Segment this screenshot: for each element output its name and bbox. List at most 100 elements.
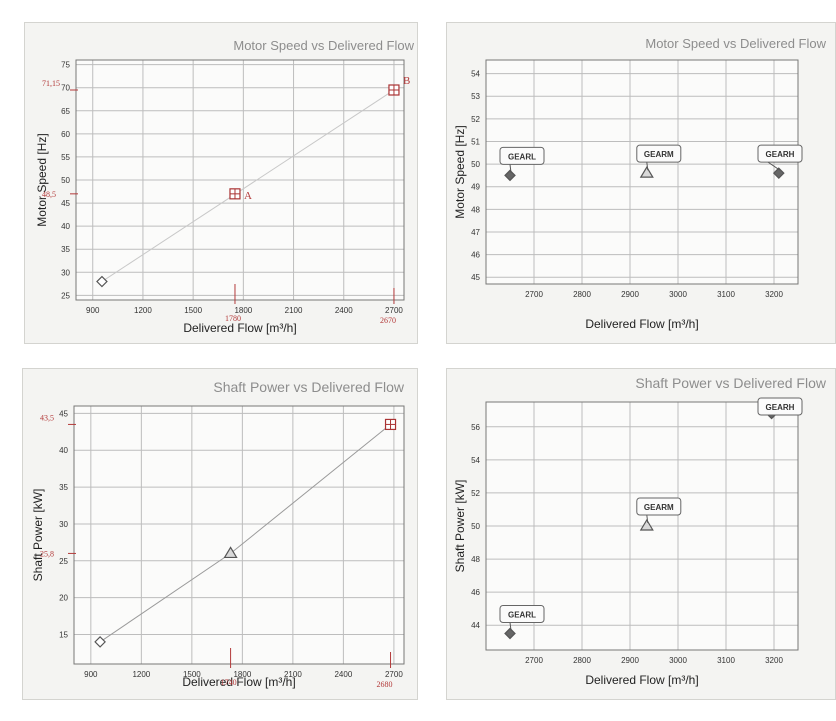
callout-gearh: GEARH bbox=[757, 144, 803, 171]
data-point-0 bbox=[504, 169, 516, 182]
y-tick-label: 25 bbox=[59, 557, 68, 566]
x-tick-label: 3000 bbox=[669, 656, 687, 665]
callout-gearm: GEARM bbox=[636, 497, 682, 524]
x-tick-label: 1800 bbox=[233, 670, 251, 679]
x-axis-label: Delivered Flow [m³/h] bbox=[585, 673, 698, 687]
callout-gearh: GEARH bbox=[757, 397, 803, 416]
x-tick-label: 3200 bbox=[765, 290, 783, 299]
callout-label: GEARM bbox=[644, 503, 674, 512]
y-tick-label: 25 bbox=[61, 291, 70, 300]
y-tick-label: 48 bbox=[471, 555, 480, 564]
handwritten-annotation: 25,8 bbox=[40, 549, 54, 558]
x-tick-label: 2700 bbox=[525, 290, 543, 299]
y-axis-label: Shaft Power [kW] bbox=[31, 489, 45, 582]
x-tick-label: 2800 bbox=[573, 290, 591, 299]
y-tick-label: 45 bbox=[471, 273, 480, 282]
x-tick-label: 2400 bbox=[335, 306, 353, 315]
y-tick-label: 52 bbox=[471, 115, 480, 124]
data-point-0 bbox=[94, 636, 106, 648]
y-tick-label: 48 bbox=[471, 205, 480, 214]
x-tick-label: 2700 bbox=[385, 306, 403, 315]
y-tick-label: 44 bbox=[471, 621, 480, 630]
handwritten-annotation: 1780 bbox=[225, 314, 241, 323]
y-tick-label: 51 bbox=[471, 137, 480, 146]
y-tick-label: 55 bbox=[61, 153, 70, 162]
y-tick-label: 20 bbox=[59, 594, 68, 603]
panel-shaft-power-2: Shaft Power vs Delivered Flow 2700 2800 290… bbox=[446, 368, 836, 700]
y-tick-label: 75 bbox=[61, 61, 70, 70]
y-tick-label: 30 bbox=[61, 268, 70, 277]
plot-area bbox=[486, 60, 798, 284]
handwritten-annotation: 2670 bbox=[380, 316, 396, 325]
chart-shaft-power-vs-flow-2: Shaft Power vs Delivered Flow 2700 2800 290… bbox=[453, 375, 827, 687]
point-label-b: B bbox=[403, 75, 410, 87]
y-tick-label: 52 bbox=[471, 489, 480, 498]
data-point-2 bbox=[384, 418, 397, 431]
x-tick-label: 2700 bbox=[525, 656, 543, 665]
x-tick-label: 1200 bbox=[132, 670, 150, 679]
callout-label: GEARM bbox=[644, 150, 674, 159]
x-axis-label: Delivered Flow [m³/h] bbox=[585, 317, 698, 331]
callout-label: GEARL bbox=[508, 610, 536, 619]
data-points bbox=[94, 418, 397, 648]
plot-frame bbox=[75, 59, 405, 301]
y-tick-label: 15 bbox=[59, 631, 68, 640]
chart-motor-speed-vs-flow-2: Motor Speed vs Delivered Flow 2700 2800 290… bbox=[453, 36, 827, 331]
x-tick-label: 2800 bbox=[573, 656, 591, 665]
x-tick-label: 1800 bbox=[234, 306, 252, 315]
y-tick-label: 35 bbox=[61, 245, 70, 254]
y-tick-label: 54 bbox=[471, 456, 480, 465]
y-axis-label: Motor Speed [Hz] bbox=[453, 125, 467, 218]
x-tick-label: 2900 bbox=[621, 656, 639, 665]
chart-title: Shaft Power vs Delivered Flow bbox=[213, 379, 405, 395]
point-label-a: A bbox=[244, 190, 252, 202]
y-tick-label: 65 bbox=[61, 107, 70, 116]
data-points bbox=[504, 165, 785, 182]
y-tick-label: 47 bbox=[471, 228, 480, 237]
chart-title: Shaft Power vs Delivered Flow bbox=[635, 375, 827, 391]
data-point-0 bbox=[504, 627, 516, 640]
y-tick-label: 53 bbox=[471, 92, 480, 101]
trend-line bbox=[101, 89, 395, 282]
panel-motor-speed-1: Motor Speed vs Delivered Flow 900 1200 1500… bbox=[24, 22, 418, 344]
x-tick-label: 3100 bbox=[717, 290, 735, 299]
y-tick-label: 35 bbox=[59, 483, 68, 492]
callout-label: GEARH bbox=[766, 403, 795, 412]
y-axis-label: Motor Speed [Hz] bbox=[35, 133, 49, 226]
y-tick-label: 45 bbox=[61, 199, 70, 208]
panel-motor-speed-2: Motor Speed vs Delivered Flow 2700 2800 290… bbox=[446, 22, 836, 344]
x-axis-label: Delivered Flow [m³/h] bbox=[183, 321, 296, 335]
x-tick-label: 1500 bbox=[183, 670, 201, 679]
x-tick-label: 2100 bbox=[284, 670, 302, 679]
data-point-1 bbox=[639, 165, 654, 178]
y-tick-label: 40 bbox=[61, 222, 70, 231]
handwritten-annotation: 71,15 bbox=[42, 79, 60, 88]
data-point-0 bbox=[96, 275, 108, 288]
y-tick-label: 50 bbox=[471, 522, 480, 531]
y-tick-label: 46 bbox=[471, 588, 480, 597]
y-tick-label: 46 bbox=[471, 251, 480, 260]
x-tick-label: 3200 bbox=[765, 656, 783, 665]
chart-title: Motor Speed vs Delivered Flow bbox=[233, 38, 414, 53]
y-tick-label: 40 bbox=[59, 446, 68, 455]
callout-gearl: GEARL bbox=[499, 604, 545, 631]
data-point-2 bbox=[388, 84, 400, 96]
handwritten-annotation: 1740 bbox=[221, 678, 237, 687]
x-tick-label: 3000 bbox=[669, 290, 687, 299]
plot-area bbox=[74, 406, 404, 664]
y-tick-label: 56 bbox=[471, 423, 480, 432]
callout-gearm: GEARM bbox=[636, 144, 682, 171]
data-point-2 bbox=[772, 167, 785, 179]
handwritten-annotation: 2680 bbox=[377, 680, 393, 689]
y-tick-label: 30 bbox=[59, 520, 68, 529]
plot-frame bbox=[485, 59, 799, 285]
chart-shaft-power-vs-flow-1: Shaft Power vs Delivered Flow 900 1200 1500… bbox=[31, 379, 405, 689]
data-points bbox=[96, 84, 400, 288]
x-tick-label: 2400 bbox=[334, 670, 352, 679]
callout-label: GEARH bbox=[766, 150, 795, 159]
callout-label: GEARL bbox=[508, 152, 536, 161]
x-tick-label: 2900 bbox=[621, 290, 639, 299]
x-tick-label: 2100 bbox=[285, 306, 303, 315]
x-tick-label: 2700 bbox=[385, 670, 403, 679]
x-tick-label: 1500 bbox=[184, 306, 202, 315]
